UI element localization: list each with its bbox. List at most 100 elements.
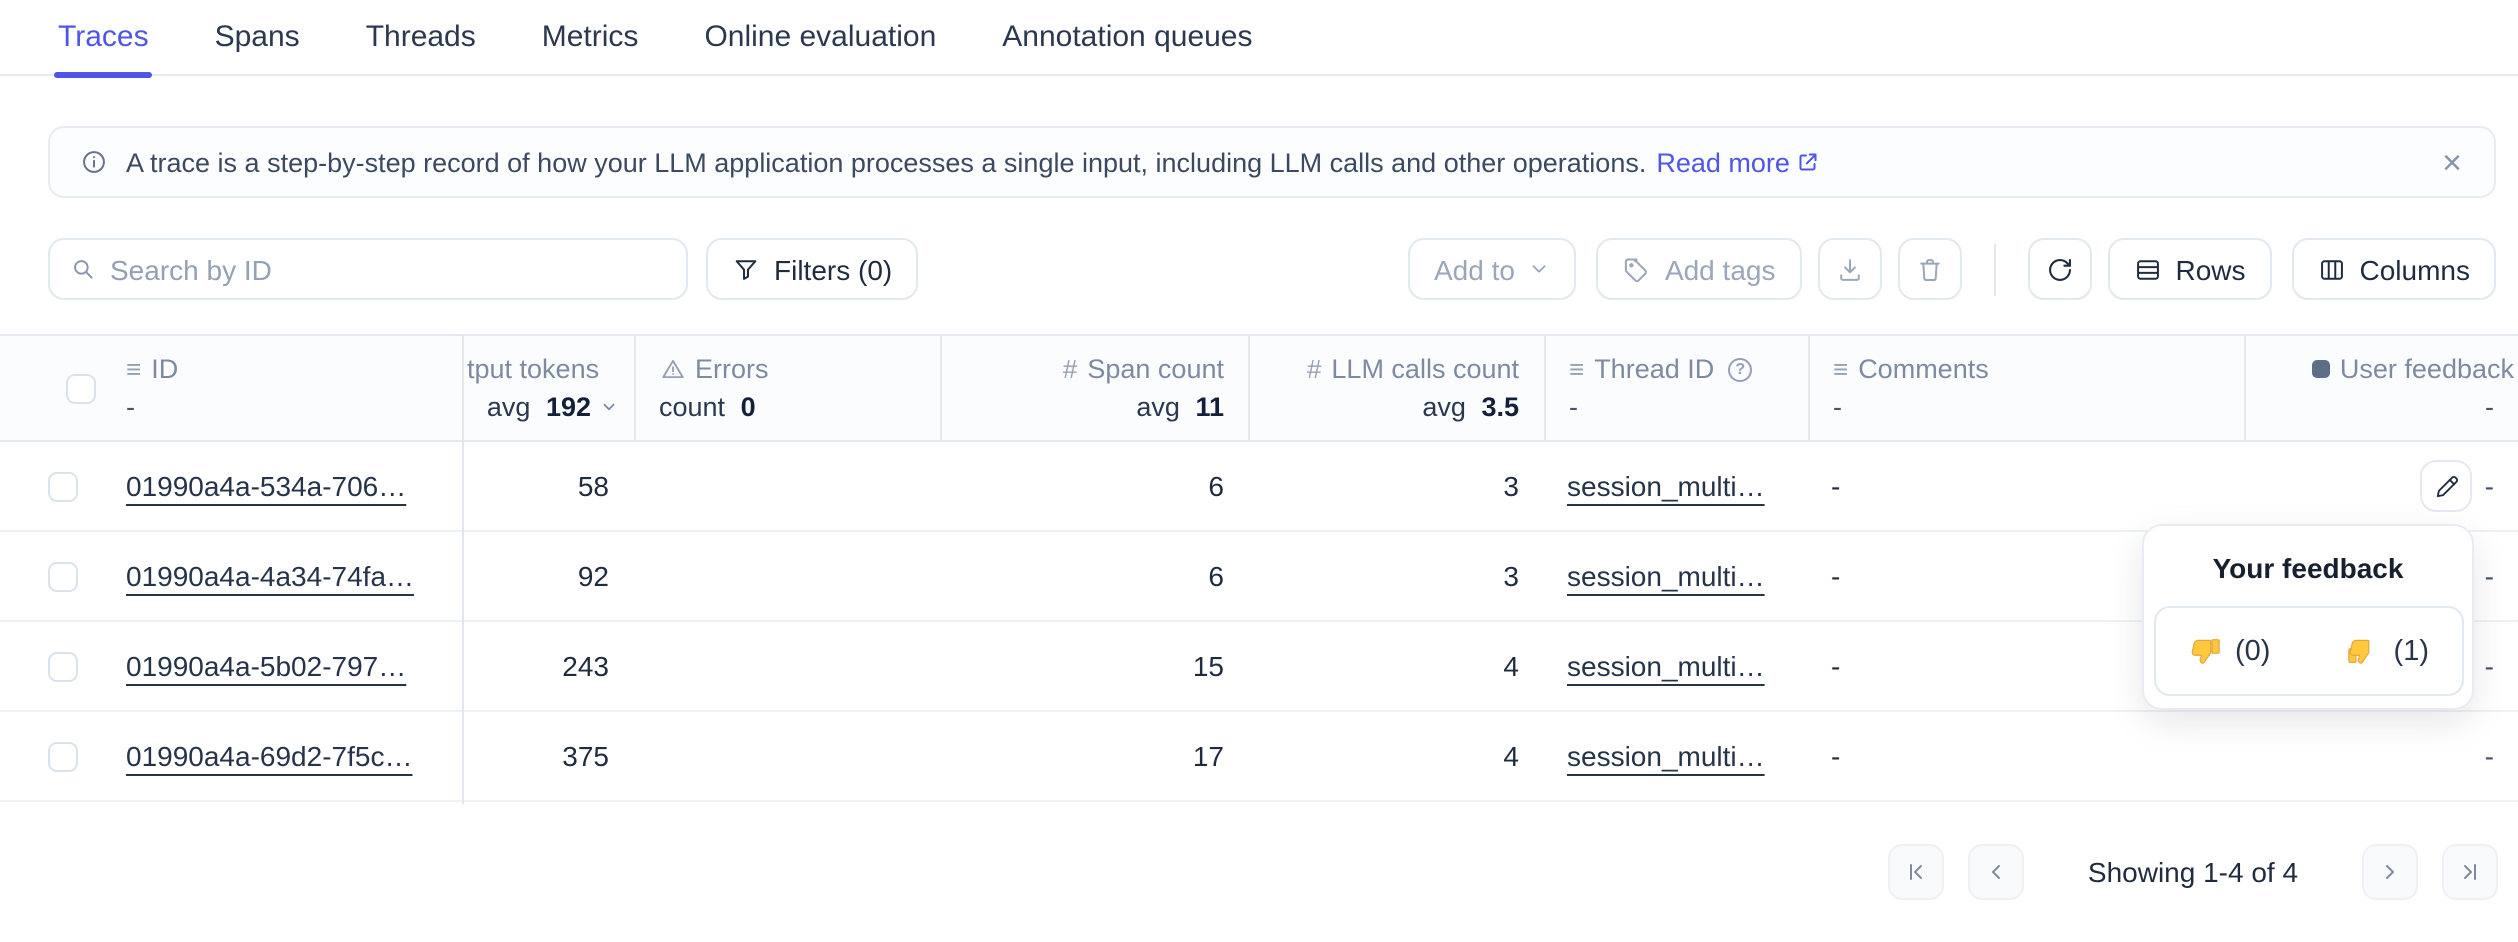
read-more-link[interactable]: Read more <box>1656 147 1820 177</box>
previous-page-button[interactable] <box>1968 844 2024 900</box>
pagination-label: Showing 1-4 of 4 <box>2087 856 2299 888</box>
last-page-button[interactable] <box>2442 844 2498 900</box>
row-checkbox[interactable] <box>48 471 78 501</box>
funnel-icon <box>735 259 757 279</box>
delete-button[interactable] <box>1897 238 1962 300</box>
thread-id-link[interactable]: session_multi… <box>1567 470 1765 502</box>
llm-calls-stat-label: avg <box>1422 392 1466 422</box>
read-more-label: Read more <box>1656 147 1790 177</box>
tag-icon <box>1625 257 1648 282</box>
llm-calls-count-value: 3 <box>1503 470 1519 502</box>
next-page-button[interactable] <box>2362 844 2418 900</box>
user-feedback-value: - <box>2484 740 2494 772</box>
rows-label: Rows <box>2175 253 2246 285</box>
thread-id-link[interactable]: session_multi… <box>1567 560 1765 592</box>
thumbs-down-count: (0) <box>2235 635 2271 667</box>
toolbar: Filters (0) Add to Add tags <box>48 238 2496 300</box>
refresh-button[interactable] <box>2027 238 2092 300</box>
comments-value: - <box>1831 740 1841 772</box>
span-count-value: 6 <box>1208 470 1224 502</box>
tab-spans[interactable]: Spans <box>214 20 300 54</box>
output-tokens-value: 243 <box>562 650 609 682</box>
table-row: 01990a4a-69d2-7f5c… 375 17 4 session_mul… <box>0 712 2518 802</box>
first-page-button[interactable] <box>1888 844 1944 900</box>
comments-column-stat: - <box>1833 392 1842 422</box>
llm-calls-count-value: 3 <box>1503 560 1519 592</box>
thread-id-column-title: Thread ID <box>1594 354 1715 384</box>
search-input[interactable] <box>110 253 666 285</box>
thumbs-up-button[interactable]: (1) <box>2346 634 2429 668</box>
columns-button[interactable]: Columns <box>2291 238 2496 300</box>
trace-id-link[interactable]: 01990a4a-69d2-7f5c… <box>126 740 413 772</box>
span-count-stat-label: avg <box>1136 392 1180 422</box>
trace-id-link[interactable]: 01990a4a-4a34-74fa… <box>126 560 415 592</box>
table-header-row: ≡ ID - tput tokens avg 192 Errors <box>0 334 2518 442</box>
column-header-id[interactable]: ≡ ID - <box>112 336 462 440</box>
tab-threads[interactable]: Threads <box>365 20 476 54</box>
search-icon <box>74 260 93 279</box>
output-tokens-value: 92 <box>577 560 609 592</box>
output-tokens-column-title: tput tokens <box>467 354 600 384</box>
column-header-output-tokens[interactable]: tput tokens avg 192 <box>462 336 633 440</box>
tab-traces[interactable]: Traces <box>53 0 154 77</box>
refresh-icon <box>2048 258 2071 280</box>
span-count-column-title: Span count <box>1087 354 1224 384</box>
download-button[interactable] <box>1817 238 1882 300</box>
rows-icon <box>2136 259 2159 279</box>
table-row: 01990a4a-4a34-74fa… 92 6 3 session_multi… <box>0 532 2518 622</box>
toolbar-divider <box>1993 243 1996 295</box>
errors-value <box>633 532 940 620</box>
search-box <box>48 238 688 300</box>
output-tokens-value: 58 <box>577 470 609 502</box>
text-lines-icon: ≡ <box>1569 354 1585 384</box>
tabs-bar: Traces Spans Threads Metrics Online eval… <box>0 0 2518 77</box>
column-header-thread-id[interactable]: ≡ Thread ID ? - <box>1543 336 1807 440</box>
output-tokens-value: 375 <box>562 740 609 772</box>
trace-id-link[interactable]: 01990a4a-534a-706… <box>126 470 407 502</box>
span-count-value: 6 <box>1208 560 1224 592</box>
column-header-errors[interactable]: Errors count 0 <box>633 336 940 440</box>
tab-online-evaluation[interactable]: Online evaluation <box>704 20 937 54</box>
column-header-span-count[interactable]: # Span count avg 11 <box>940 336 1248 440</box>
llm-calls-count-value: 4 <box>1503 740 1519 772</box>
rows-button[interactable]: Rows <box>2107 238 2272 300</box>
select-all-checkbox[interactable] <box>65 373 95 403</box>
last-page-icon <box>2464 864 2476 880</box>
trace-id-link[interactable]: 01990a4a-5b02-797… <box>126 650 407 682</box>
traces-table: ≡ ID - tput tokens avg 192 Errors <box>0 334 2518 804</box>
row-checkbox[interactable] <box>48 651 78 681</box>
add-tags-button[interactable]: Add tags <box>1596 238 1802 300</box>
thread-id-link[interactable]: session_multi… <box>1567 650 1765 682</box>
tab-metrics[interactable]: Metrics <box>541 20 639 54</box>
column-header-comments[interactable]: ≡ Comments - <box>1807 336 2244 440</box>
row-checkbox[interactable] <box>48 561 78 591</box>
tab-annotation-queues[interactable]: Annotation queues <box>1002 20 1253 54</box>
feedback-square-icon <box>2311 360 2330 378</box>
user-feedback-value: - <box>2484 650 2494 682</box>
pagination: Showing 1-4 of 4 <box>1888 844 2498 900</box>
add-to-button[interactable]: Add to <box>1407 238 1577 300</box>
llm-calls-stat-value: 3.5 <box>1481 392 1519 422</box>
filters-button[interactable]: Filters (0) <box>706 238 919 300</box>
thumbs-down-button[interactable]: (0) <box>2187 634 2270 668</box>
user-feedback-value: - <box>2484 560 2494 592</box>
errors-value <box>633 712 940 800</box>
span-count-value: 17 <box>1192 740 1224 772</box>
output-tokens-stat-label: avg <box>486 392 531 422</box>
help-icon[interactable]: ? <box>1728 357 1753 381</box>
row-checkbox[interactable] <box>48 741 78 771</box>
banner-close-button[interactable]: × <box>2442 143 2462 181</box>
errors-column-title: Errors <box>695 354 769 384</box>
table-row: 01990a4a-5b02-797… 243 15 4 session_mult… <box>0 622 2518 712</box>
thread-id-column-stat: - <box>1569 392 1578 422</box>
edit-feedback-button[interactable] <box>2420 460 2473 512</box>
errors-value <box>633 442 940 530</box>
feedback-popup: Your feedback (0) (1) <box>2142 524 2474 710</box>
column-header-llm-calls-count[interactable]: # LLM calls count avg 3.5 <box>1248 336 1543 440</box>
add-to-label: Add to <box>1433 253 1515 285</box>
thread-id-link[interactable]: session_multi… <box>1567 740 1765 772</box>
column-header-user-feedback[interactable]: User feedback - <box>2244 336 2518 440</box>
info-icon <box>80 148 108 176</box>
llm-calls-count-value: 4 <box>1503 650 1519 682</box>
stat-chevron-down-icon[interactable] <box>599 398 617 416</box>
